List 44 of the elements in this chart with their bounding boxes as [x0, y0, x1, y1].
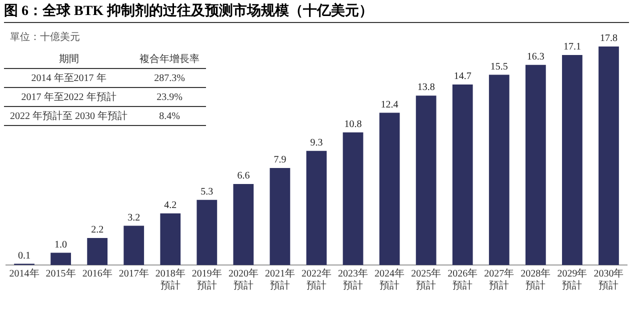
x-tick-label: 2015年: [46, 268, 76, 280]
annotation: 23.9%: [134, 88, 206, 106]
data-label: 12.4: [380, 99, 398, 110]
data-label: 0.1: [18, 250, 31, 262]
x-tick-label: 2027年預計: [484, 268, 514, 292]
x-tick-label: 2022年預計: [302, 268, 332, 292]
x-tick-label: 2024年預計: [374, 268, 405, 292]
data-label: 17.1: [563, 42, 581, 53]
x-tick-label: 2023年預計: [338, 268, 368, 292]
data-label: 17.8: [600, 33, 618, 44]
annotation: 期間: [4, 50, 134, 68]
annotation: 8.4%: [134, 106, 206, 126]
x-tick-label: 2029年預計: [557, 268, 588, 292]
data-label: 3.2: [128, 212, 140, 224]
x-tick-label: 2021年預計: [264, 268, 295, 292]
data-label: 7.9: [274, 154, 286, 166]
x-tick-label: 2025年預計: [411, 268, 442, 292]
annotation: 287.3%: [134, 68, 206, 88]
x-tick-label: 2017年: [118, 268, 149, 280]
x-tick-label: 2028年預計: [520, 268, 551, 292]
annotation: 複合年增長率: [134, 50, 206, 68]
data-label: 1.0: [54, 239, 68, 250]
x-tick-label: 2019年預計: [192, 268, 222, 292]
x-tick-label: 2014年: [9, 268, 40, 280]
annotation: 2014 年至2017 年: [4, 68, 134, 88]
data-label: 6.6: [237, 170, 250, 182]
annotation: 2022 年預計至 2030 年預計: [4, 106, 134, 126]
x-tick-label: 2026年預計: [448, 268, 478, 292]
data-label: 10.8: [344, 119, 362, 130]
data-label: 4.2: [164, 200, 177, 212]
x-tick-label: 2016年: [82, 268, 112, 280]
data-label: 2.2: [91, 224, 104, 236]
data-label: 9.3: [310, 137, 323, 148]
data-label: 13.8: [417, 82, 435, 94]
x-tick-label: 2018年預計: [155, 268, 186, 292]
data-label: 14.7: [454, 71, 472, 82]
annotation: 2017 年至2022 年預計: [4, 88, 134, 106]
data-label: 16.3: [526, 51, 544, 62]
data-label: 15.5: [490, 61, 508, 72]
x-tick-label: 2020年預計: [228, 268, 258, 292]
data-label: 5.3: [200, 186, 214, 198]
text: 單位：十億美元: [10, 30, 80, 44]
chart-title: 图 6：全球 BTK 抑制剂的过往及预测市场规模（十亿美元）: [4, 2, 629, 23]
x-tick-label: 2030年預計: [594, 268, 624, 292]
